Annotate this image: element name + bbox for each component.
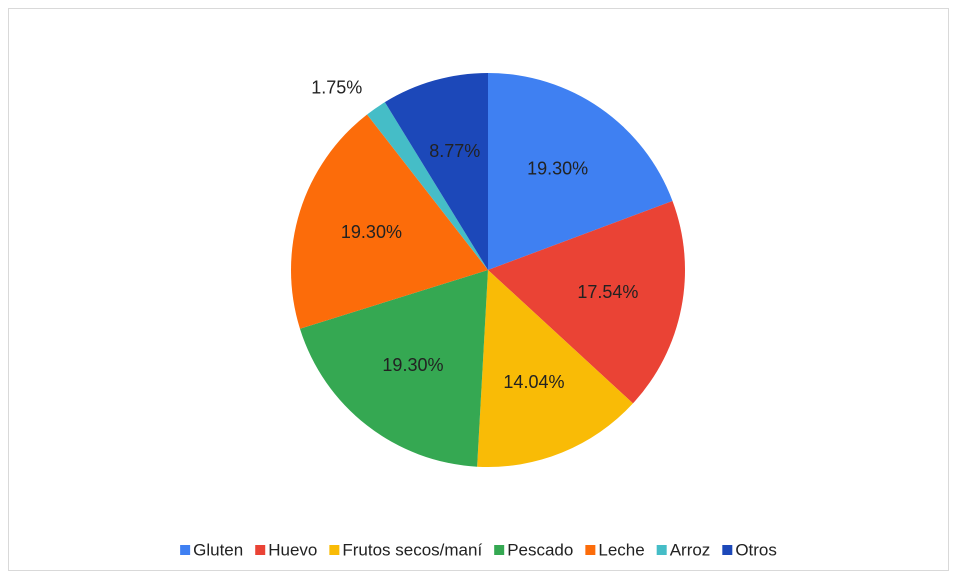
pie-slice — [488, 200, 685, 404]
legend-label: Leche — [598, 540, 644, 559]
pie-slice — [299, 270, 488, 467]
legend-label: Gluten — [193, 540, 243, 559]
legend-swatch — [329, 545, 340, 555]
data-label: 14.04% — [503, 372, 564, 392]
legend-label: Otros — [735, 540, 777, 559]
data-label: 8.77% — [429, 141, 480, 161]
pie-slice — [384, 73, 488, 270]
legend-swatch — [255, 545, 266, 555]
pie-slice — [488, 73, 673, 270]
legend-label: Huevo — [268, 540, 317, 559]
data-label: 19.30% — [341, 222, 402, 242]
legend-label: Frutos secos/maní — [342, 540, 482, 559]
legend-swatch — [494, 545, 505, 555]
data-label: 17.54% — [577, 282, 638, 302]
data-label: 1.75% — [311, 77, 362, 97]
pie-slice — [291, 114, 488, 329]
pie-slice — [477, 270, 633, 467]
legend-swatch — [585, 545, 596, 555]
data-label: 19.30% — [382, 355, 443, 375]
legend-swatch — [722, 545, 733, 555]
legend-label: Pescado — [507, 540, 573, 559]
legend-swatch — [180, 545, 191, 555]
pie-slice — [367, 102, 488, 271]
legend-label: Arroz — [670, 540, 711, 559]
legend-swatch — [656, 545, 667, 555]
data-label: 19.30% — [527, 158, 588, 178]
